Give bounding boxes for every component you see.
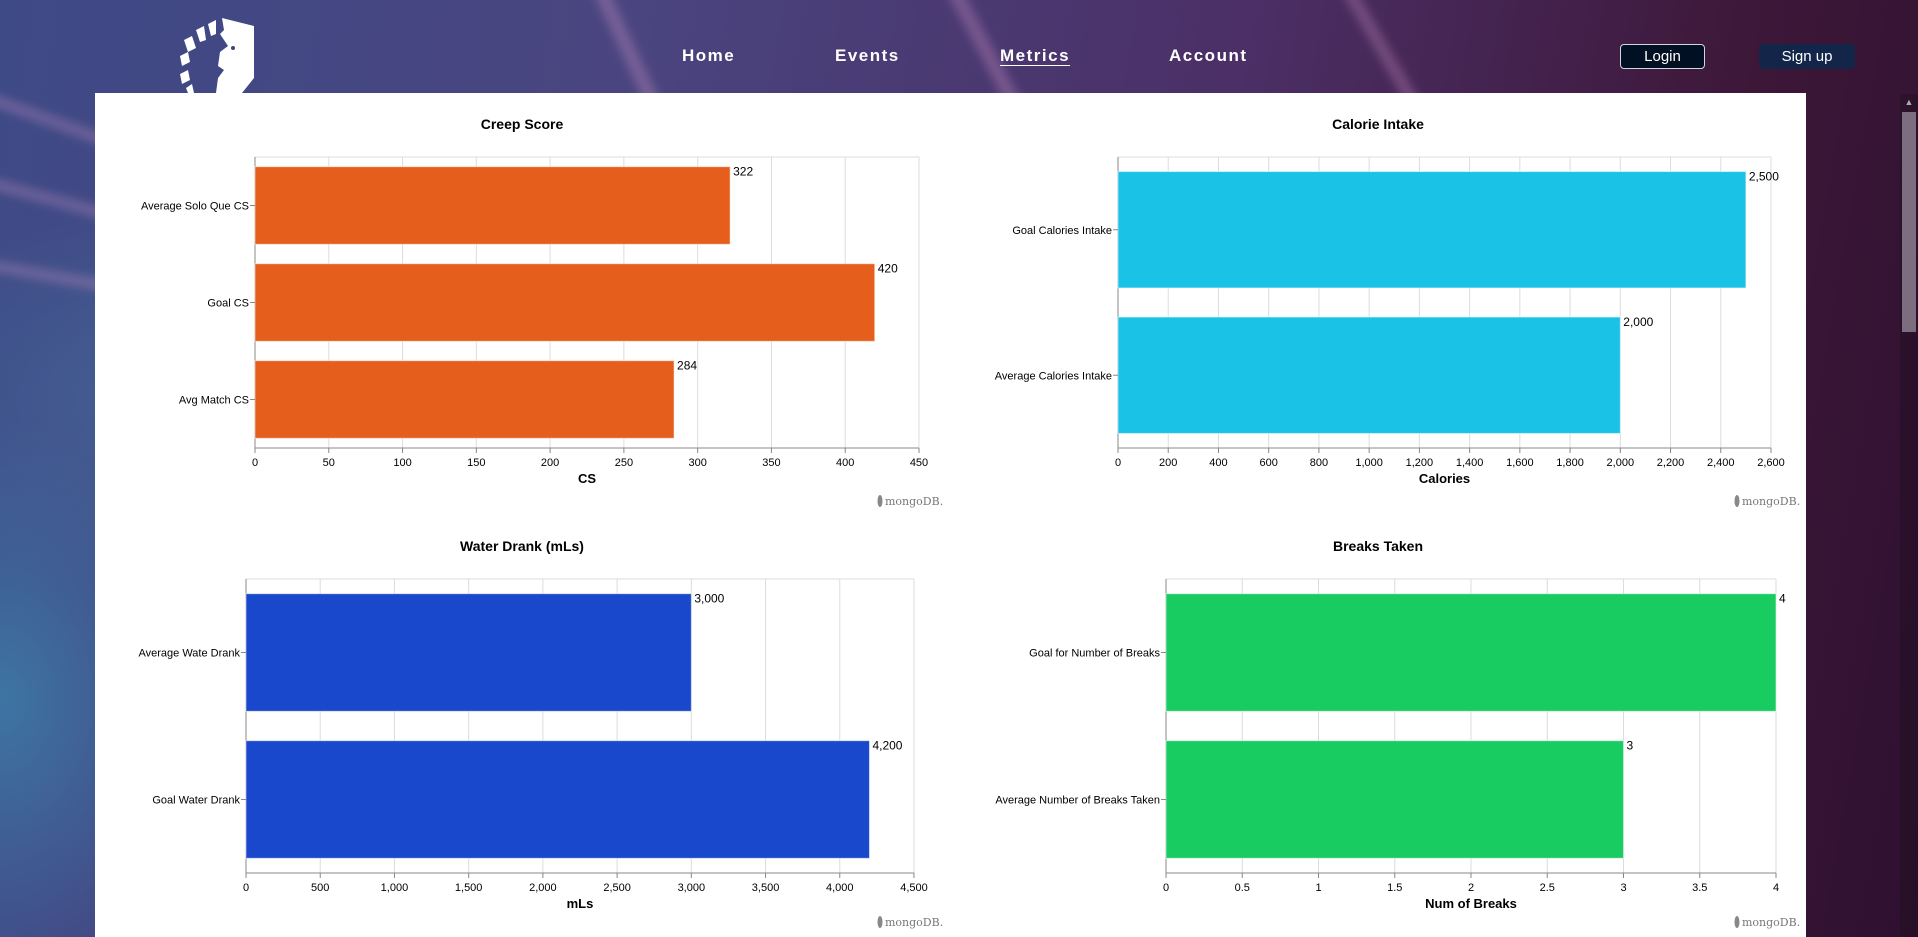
x-tick-label: 2,200 — [1657, 457, 1685, 469]
bar — [1117, 171, 1747, 289]
x-tick-label: 1,000 — [381, 882, 409, 894]
x-tick-label: 400 — [1209, 457, 1227, 469]
x-tick-label: 3,000 — [678, 882, 706, 894]
mongodb-leaf-icon — [1734, 916, 1740, 928]
category-label: Average Number of Breaks Taken — [995, 795, 1160, 807]
x-tick-label: 1,800 — [1556, 457, 1584, 469]
bar-value-label: 4,200 — [872, 739, 902, 753]
bar — [254, 360, 675, 439]
category-label: Average Wate Drank — [139, 648, 241, 660]
x-tick-label: 2,400 — [1707, 457, 1735, 469]
x-tick-label: 1,400 — [1456, 457, 1484, 469]
x-tick-label: 2,000 — [529, 882, 557, 894]
x-tick-label: 1 — [1315, 882, 1321, 894]
mongodb-watermark: mongoDB. — [1742, 916, 1800, 929]
x-tick-label: 500 — [311, 882, 329, 894]
x-axis-title: Num of Breaks — [1425, 896, 1517, 911]
bar — [1165, 593, 1777, 712]
x-tick-label: 2,000 — [1607, 457, 1635, 469]
x-tick-label: 3 — [1620, 882, 1626, 894]
mongodb-leaf-icon — [1734, 495, 1740, 507]
x-tick-label: 2,500 — [603, 882, 631, 894]
bar — [254, 166, 731, 245]
x-tick-label: 50 — [323, 457, 335, 469]
bar-value-label: 2,500 — [1749, 170, 1779, 184]
x-tick-label: 3.5 — [1692, 882, 1707, 894]
team-liquid-logo[interactable] — [178, 18, 254, 93]
x-tick-label: 100 — [393, 457, 411, 469]
x-tick-label: 0 — [252, 457, 258, 469]
x-tick-label: 350 — [762, 457, 780, 469]
x-tick-label: 2.5 — [1540, 882, 1555, 894]
x-tick-label: 0 — [243, 882, 249, 894]
bar — [254, 263, 876, 342]
scrollbar-thumb[interactable] — [1902, 112, 1916, 332]
mongodb-watermark: mongoDB. — [1742, 495, 1800, 508]
x-tick-label: 0 — [1163, 882, 1169, 894]
signup-button[interactable]: Sign up — [1759, 44, 1855, 69]
x-tick-label: 400 — [836, 457, 854, 469]
bar — [1117, 316, 1621, 434]
category-label: Goal Water Drank — [152, 795, 240, 807]
bar-value-label: 322 — [733, 165, 753, 179]
x-tick-label: 4,000 — [826, 882, 854, 894]
x-tick-label: 1,500 — [455, 882, 483, 894]
category-label: Goal CS — [207, 298, 249, 310]
x-axis-title: Calories — [1419, 471, 1470, 486]
page-scrollbar[interactable]: ▲ — [1900, 94, 1918, 937]
bar — [245, 593, 692, 712]
bar-value-label: 3,000 — [694, 592, 724, 606]
chart-title: Breaks Taken — [1333, 538, 1423, 554]
x-tick-label: 4 — [1773, 882, 1779, 894]
x-tick-label: 250 — [615, 457, 633, 469]
nav-link-account[interactable]: Account — [1169, 46, 1248, 65]
x-tick-label: 800 — [1310, 457, 1328, 469]
bar-value-label: 4 — [1779, 592, 1786, 606]
bar-value-label: 420 — [878, 262, 898, 276]
category-label: Avg Match CS — [179, 395, 249, 407]
mongodb-watermark: mongoDB. — [885, 495, 943, 508]
x-tick-label: 300 — [688, 457, 706, 469]
x-tick-label: 200 — [541, 457, 559, 469]
bar — [1165, 740, 1624, 859]
mongodb-leaf-icon — [877, 495, 883, 507]
scroll-up-arrow-icon[interactable]: ▲ — [1904, 97, 1914, 107]
x-tick-label: 0 — [1115, 457, 1121, 469]
x-tick-label: 1.5 — [1387, 882, 1402, 894]
category-label: Goal for Number of Breaks — [1029, 648, 1160, 660]
x-tick-label: 1,600 — [1506, 457, 1534, 469]
bar-value-label: 2,000 — [1623, 315, 1653, 329]
chart-title: Calorie Intake — [1332, 116, 1424, 132]
x-tick-label: 600 — [1260, 457, 1278, 469]
category-label: Goal Calories Intake — [1012, 225, 1112, 237]
category-label: Average Solo Que CS — [141, 201, 249, 213]
x-axis-title: CS — [578, 471, 596, 486]
chart-title: Creep Score — [481, 116, 564, 132]
x-tick-label: 450 — [910, 457, 928, 469]
x-tick-label: 2,600 — [1757, 457, 1785, 469]
mongodb-leaf-icon — [877, 916, 883, 928]
x-tick-label: 1,000 — [1355, 457, 1383, 469]
bar — [245, 740, 870, 859]
navbar: Home Events Metrics Account Login Sign u… — [0, 0, 1918, 93]
x-tick-label: 200 — [1159, 457, 1177, 469]
x-tick-label: 1,200 — [1406, 457, 1434, 469]
horse-logo-icon — [180, 18, 254, 93]
nav-link-events[interactable]: Events — [835, 46, 900, 65]
x-tick-label: 2 — [1468, 882, 1474, 894]
category-label: Average Calories Intake — [995, 370, 1112, 382]
chart-title: Water Drank (mLs) — [460, 538, 584, 554]
bar-value-label: 284 — [677, 359, 697, 373]
login-button[interactable]: Login — [1620, 44, 1705, 69]
nav-link-metrics[interactable]: Metrics — [1000, 46, 1071, 65]
x-tick-label: 0.5 — [1235, 882, 1250, 894]
nav-link-home[interactable]: Home — [682, 46, 736, 65]
bar-value-label: 3 — [1627, 739, 1634, 753]
x-tick-label: 4,500 — [900, 882, 928, 894]
x-tick-label: 150 — [467, 457, 485, 469]
x-axis-title: mLs — [567, 896, 594, 911]
mongodb-watermark: mongoDB. — [885, 916, 943, 929]
x-tick-label: 3,500 — [752, 882, 780, 894]
